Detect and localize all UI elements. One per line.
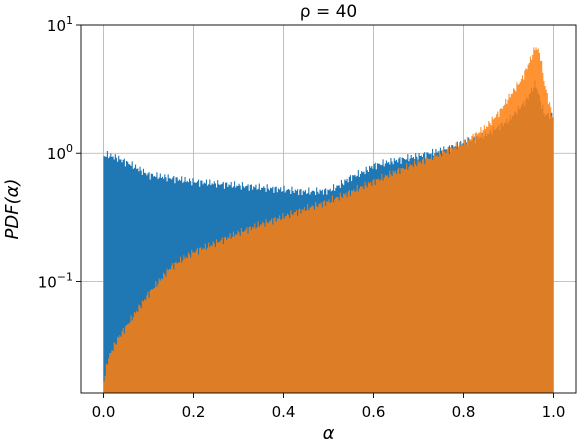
chart-title: ρ = 40 [300,2,357,22]
histogram-bars [103,47,554,394]
y-axis-label: PDF(α) [2,179,23,240]
x-tick-label: 0.6 [362,403,386,421]
histogram-series-2 [103,47,554,393]
x-tick-label: 0.8 [452,403,476,421]
y-axis-ticks: 10−1 100 101 [38,14,81,291]
x-tick-label: 0.2 [182,403,206,421]
y-tick-label: 100 [47,142,73,163]
x-tick-label: 0.0 [92,403,116,421]
y-tick-label: 101 [47,14,73,35]
x-axis-ticks: 0.0 0.2 0.4 0.6 0.8 1.0 [92,393,566,421]
x-axis-label: α [323,423,335,443]
x-tick-label: 0.4 [272,403,296,421]
plot-frame [80,24,577,394]
y-tick-label: 10−1 [38,270,73,291]
x-tick-label: 1.0 [542,403,566,421]
